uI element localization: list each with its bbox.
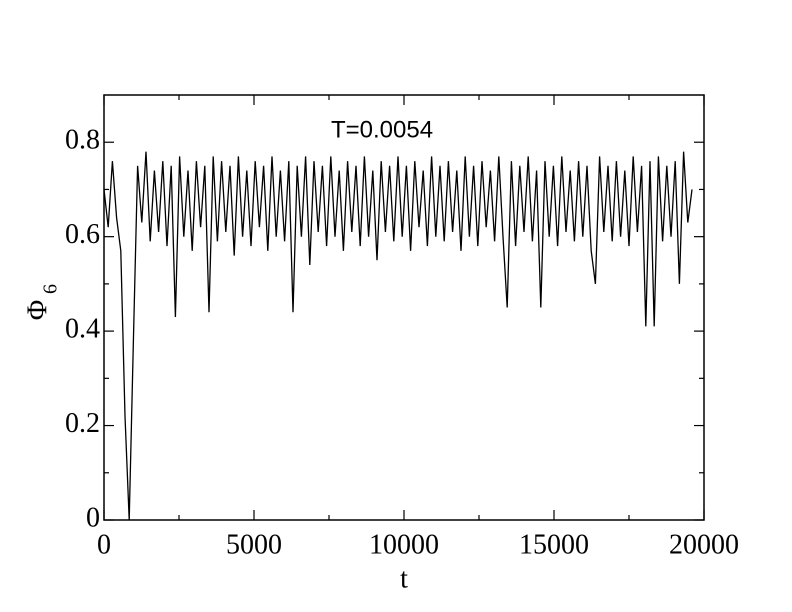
x-tick-label: 20000 [669,529,739,560]
y-axis-label: Φ [22,300,53,320]
x-tick-label: 5000 [226,529,282,560]
y-tick-label: 0.8 [65,125,100,156]
y-tick-label: 0.4 [65,314,100,345]
y-axis-label-subscript: 6 [40,284,62,294]
y-tick-label: 0.6 [65,219,100,250]
data-line [103,151,693,521]
plot-frame [103,94,705,521]
y-axis-label-group: Φ 6 [22,284,61,320]
x-tick-label: 10000 [369,529,439,560]
x-tick-label: 0 [97,529,111,560]
y-tick-label: 0.2 [65,408,100,439]
annotation: T=0.0054 [331,116,433,143]
y-tick-label: 0 [86,502,100,533]
x-tick-label: 15000 [519,529,589,560]
x-axis-label: t [400,563,408,594]
